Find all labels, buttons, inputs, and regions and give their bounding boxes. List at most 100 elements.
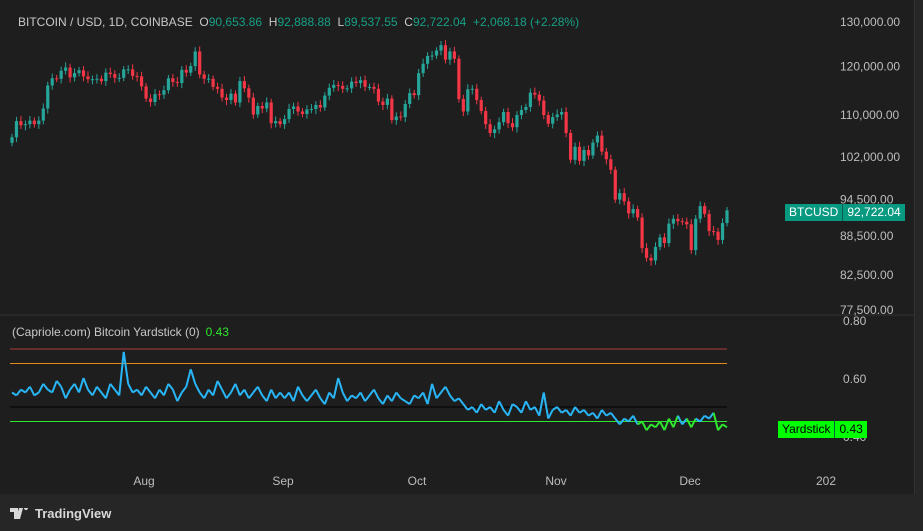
candle-body (72, 73, 77, 78)
candle-body (305, 109, 309, 115)
candle-body (399, 116, 403, 118)
time-tick-label: Aug (133, 474, 154, 488)
yardstick-line-segment (395, 391, 402, 399)
yardstick-line-segment (676, 415, 684, 425)
candle-body (220, 88, 224, 98)
yardstick-line-segment (109, 383, 116, 391)
yardstick-tag-label: Yardstick (778, 421, 836, 438)
candle-body (287, 108, 291, 120)
candle-body (685, 221, 689, 225)
candle-body (524, 106, 528, 110)
candle-body (568, 133, 573, 160)
indicator-name[interactable]: (Capriole.com) Bitcoin Yardstick (0) (12, 325, 200, 339)
yardstick-line-segment (408, 394, 416, 405)
yardstick-line-segment (283, 391, 290, 399)
candle-body (28, 120, 32, 125)
brand-name: TradingView (35, 506, 112, 521)
candle-body (189, 66, 193, 73)
candle-body (497, 122, 501, 130)
yardstick-line-segment (386, 394, 393, 402)
yardstick-line-segment (574, 406, 581, 414)
yardstick-line-segment (194, 383, 201, 393)
tradingview-logo[interactable]: TradingView (10, 506, 111, 521)
candle-body (671, 218, 675, 224)
candle-body (180, 69, 184, 84)
yardstick-line-segment (337, 377, 344, 393)
candle-body (381, 101, 385, 105)
candle-body (19, 121, 23, 126)
yardstick-line-segment (198, 391, 205, 399)
candle-body (32, 120, 36, 125)
yardstick-line-segment (368, 388, 375, 397)
candle-body (582, 150, 586, 161)
symbol-title[interactable]: BITCOIN / USD, 1D, COINBASE (18, 15, 193, 29)
candle-body (90, 79, 95, 81)
price-tick-label: 102,000.00 (840, 150, 900, 164)
yardstick-line-segment (212, 380, 219, 396)
yardstick-line-segment (373, 389, 380, 399)
yardstick-line-segment (552, 406, 558, 411)
symbol-legend: BITCOIN / USD, 1D, COINBASE O90,653.86 H… (18, 15, 579, 29)
candle-body (260, 105, 264, 109)
yardstick-line-segment (561, 409, 567, 414)
candle-body (475, 88, 479, 101)
candle-body (412, 93, 416, 96)
yardstick-line-segment (632, 415, 639, 425)
indicator-legend[interactable]: (Capriole.com) Bitcoin Yardstick (0) 0.43 (12, 325, 229, 339)
yardstick-line-segment (467, 406, 473, 411)
yardstick-line-segment (565, 409, 572, 417)
yardstick-line-segment (685, 418, 693, 428)
yardstick-line-segment (42, 383, 49, 391)
yardstick-line-segment (390, 392, 398, 402)
candle-body (59, 70, 63, 79)
time-tick-label: Nov (545, 474, 566, 488)
candle-body (23, 124, 28, 126)
yardstick-line-segment (297, 386, 304, 396)
yardstick-tick-label: 0.60 (843, 372, 867, 386)
candle-body (720, 223, 725, 240)
yardstick-line-segment (341, 392, 349, 402)
yardstick-line-segment (480, 403, 487, 411)
candle-body (542, 100, 546, 116)
close-value: 92,722.04 (412, 15, 467, 29)
yardstick-line-segment (24, 386, 31, 394)
candle-body (591, 142, 595, 156)
yardstick-line-segment (270, 389, 277, 399)
yardstick-line-segment (292, 386, 299, 402)
yardstick-line-segment (453, 397, 460, 403)
yardstick-line-segment (145, 386, 152, 394)
candle-body (716, 231, 720, 240)
candle-body (162, 90, 166, 95)
candle-body (448, 51, 452, 60)
yardstick-line-segment (413, 394, 420, 400)
candle-body (564, 111, 568, 134)
yardstick-line-segment (261, 394, 268, 402)
high-label: H (268, 15, 278, 29)
candle-body (425, 55, 430, 64)
time-tick-label: Sep (272, 474, 294, 488)
candle-body (372, 86, 376, 89)
yardstick-line-segment (422, 392, 429, 405)
yardstick-line-segment (717, 423, 724, 431)
yardstick-line-segment (243, 389, 250, 399)
yardstick-line-segment (256, 386, 264, 396)
candle-body (627, 201, 631, 214)
candle-body (153, 94, 157, 103)
yardstick-line-segment (587, 411, 594, 417)
yardstick-line-segment (225, 391, 232, 399)
candle-body (506, 111, 510, 124)
yardstick-line-segment (672, 415, 679, 428)
price-tick-label: 120,000.00 (840, 60, 900, 74)
candle-body (484, 110, 488, 125)
yardstick-line-segment (265, 389, 273, 402)
yardstick-line-segment (91, 386, 98, 396)
yardstick-line-segment (605, 411, 612, 417)
candle-body (698, 206, 702, 219)
candle-body (457, 58, 461, 100)
yardstick-line-segment (37, 383, 45, 393)
time-tick-label: 202 (816, 474, 836, 488)
candle-body (117, 77, 121, 79)
yardstick-line-segment (681, 417, 688, 426)
yardstick-line-segment (306, 394, 313, 402)
